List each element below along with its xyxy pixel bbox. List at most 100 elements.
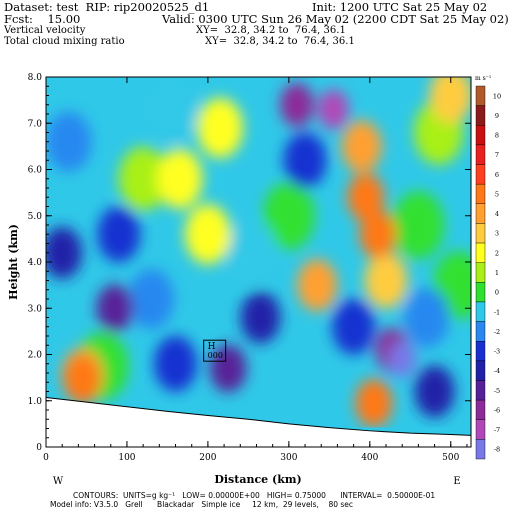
colorbar-swatch xyxy=(475,341,486,362)
y-tick-label: 0 xyxy=(36,443,42,453)
field-cell xyxy=(332,298,376,355)
field2-name: Total cloud mixing ratio xyxy=(4,36,125,47)
colorbar-label: 7 xyxy=(495,151,499,159)
colorbar-swatch xyxy=(475,360,486,381)
colorbar-swatch xyxy=(475,125,486,146)
colorbar-swatch xyxy=(475,282,486,303)
colorbar-swatch xyxy=(475,262,486,283)
field-cell xyxy=(227,220,277,285)
vertical-velocity-field xyxy=(46,77,471,428)
colorbar-swatch xyxy=(475,301,486,322)
x-tick-label: 400 xyxy=(361,453,378,463)
field-cell xyxy=(388,341,417,378)
colorbar-swatch xyxy=(475,419,486,440)
field1-xy: XY= 32.8, 34.2 to 76.4, 36.1 xyxy=(196,25,346,36)
field-cell xyxy=(156,148,203,209)
field-cell xyxy=(414,365,455,418)
colorbar-label: 5 xyxy=(495,190,499,198)
field-cell xyxy=(297,259,338,312)
field-cell xyxy=(347,173,385,222)
colorbar-swatch xyxy=(475,242,486,263)
field-cell xyxy=(46,111,92,172)
field-cell xyxy=(317,89,349,130)
field-cell xyxy=(359,210,397,259)
y-tick-label: 8.0 xyxy=(28,73,43,83)
y-tick-label: 7.0 xyxy=(28,119,43,129)
x-tick-label: 0 xyxy=(43,453,49,463)
colorbar-label: 8 xyxy=(495,132,499,140)
y-tick-label: 2.0 xyxy=(28,351,43,361)
y-tick-label: 6.0 xyxy=(28,166,43,176)
field-cell xyxy=(96,284,134,333)
colorbar-label: 3 xyxy=(495,230,499,238)
valid-line: Valid: 0300 UTC Sun 26 May 02 (2200 CDT … xyxy=(162,12,509,26)
colorbar-swatch xyxy=(475,164,486,185)
field-cell xyxy=(209,344,247,393)
x-tick-label: 100 xyxy=(118,453,135,463)
axes: 0 100 200 300 400 500 0 1.0 2.0 3.0 4.0 5.0 6.0 7.0 8.… xyxy=(28,73,472,463)
field-cell xyxy=(279,82,314,127)
colorbar-label: 0 xyxy=(495,289,499,297)
colorbar-label: 4 xyxy=(495,210,499,218)
colorbar-label: 6 xyxy=(495,171,499,179)
field-cell xyxy=(429,77,471,124)
fcst-line: Fcst: 15.00 xyxy=(4,12,81,26)
colorbar-label: -4 xyxy=(494,367,500,375)
colorbar-label: 1 xyxy=(495,269,499,277)
field-cell xyxy=(392,191,445,259)
y-tick-label: 5.0 xyxy=(28,212,43,222)
field-cell xyxy=(97,206,141,263)
colorbar-units: m s⁻¹ xyxy=(475,75,491,82)
colorbar-label: -3 xyxy=(494,348,500,356)
field-cell xyxy=(283,132,327,189)
colorbar-label: -5 xyxy=(494,387,500,395)
y-tick-label: 3.0 xyxy=(28,304,43,314)
left-endpoint-label: W xyxy=(53,476,64,487)
colorbar-label: -7 xyxy=(494,426,500,434)
field-cell xyxy=(154,335,198,392)
field2-xy: XY= 32.8, 34.2 to 76.4, 36.1 xyxy=(205,36,355,47)
x-tick-label: 200 xyxy=(199,453,216,463)
field-cell xyxy=(46,226,83,279)
field-cell xyxy=(63,355,101,404)
colorbar-label: 10 xyxy=(493,92,501,100)
field-cell xyxy=(403,287,450,348)
colorbar-swatch xyxy=(475,144,486,165)
colorbar-label: 9 xyxy=(495,112,499,120)
field-cell xyxy=(146,77,196,142)
annotation-value: 000 xyxy=(208,351,223,360)
field-cell xyxy=(262,181,315,250)
contours-line: CONTOURS: UNITS=g kg⁻¹ LOW= 0.00000E+00 … xyxy=(73,491,436,500)
colorbar-swatch xyxy=(475,105,486,126)
field-cell xyxy=(240,291,281,344)
field-cell xyxy=(184,204,231,265)
y-axis-label: Height (km) xyxy=(7,224,20,300)
dataset-line: Dataset: test RIP: rip20020525_d1 xyxy=(4,0,210,14)
field-cell xyxy=(341,120,382,173)
annotation-label: H xyxy=(208,342,216,352)
x-tick-label: 300 xyxy=(280,453,297,463)
field-cell xyxy=(364,252,408,309)
right-endpoint-label: E xyxy=(453,476,460,487)
colorbar-swatch xyxy=(475,399,486,420)
field-cell xyxy=(118,146,168,211)
field-cell xyxy=(355,379,393,428)
colorbar-swatch xyxy=(475,380,486,401)
colorbar-label: -2 xyxy=(494,328,500,336)
field-cell xyxy=(128,269,175,329)
colorbar-label: -1 xyxy=(494,308,500,316)
model-info-line: Model info: V3.5.0 Grell Blackadar Simpl… xyxy=(50,500,354,509)
colorbar-label: 2 xyxy=(495,249,499,257)
x-axis-label: Distance (km) xyxy=(214,473,301,486)
colorbar-swatch xyxy=(475,439,486,460)
colorbar-swatch xyxy=(475,223,486,244)
colorbar-swatch xyxy=(475,85,486,106)
init-line: Init: 1200 UTC Sat 25 May 02 xyxy=(312,0,488,14)
colorbar-swatch xyxy=(475,321,486,342)
y-tick-label: 1.0 xyxy=(28,397,43,407)
field-cell xyxy=(197,97,244,158)
annotation-box xyxy=(203,339,227,362)
